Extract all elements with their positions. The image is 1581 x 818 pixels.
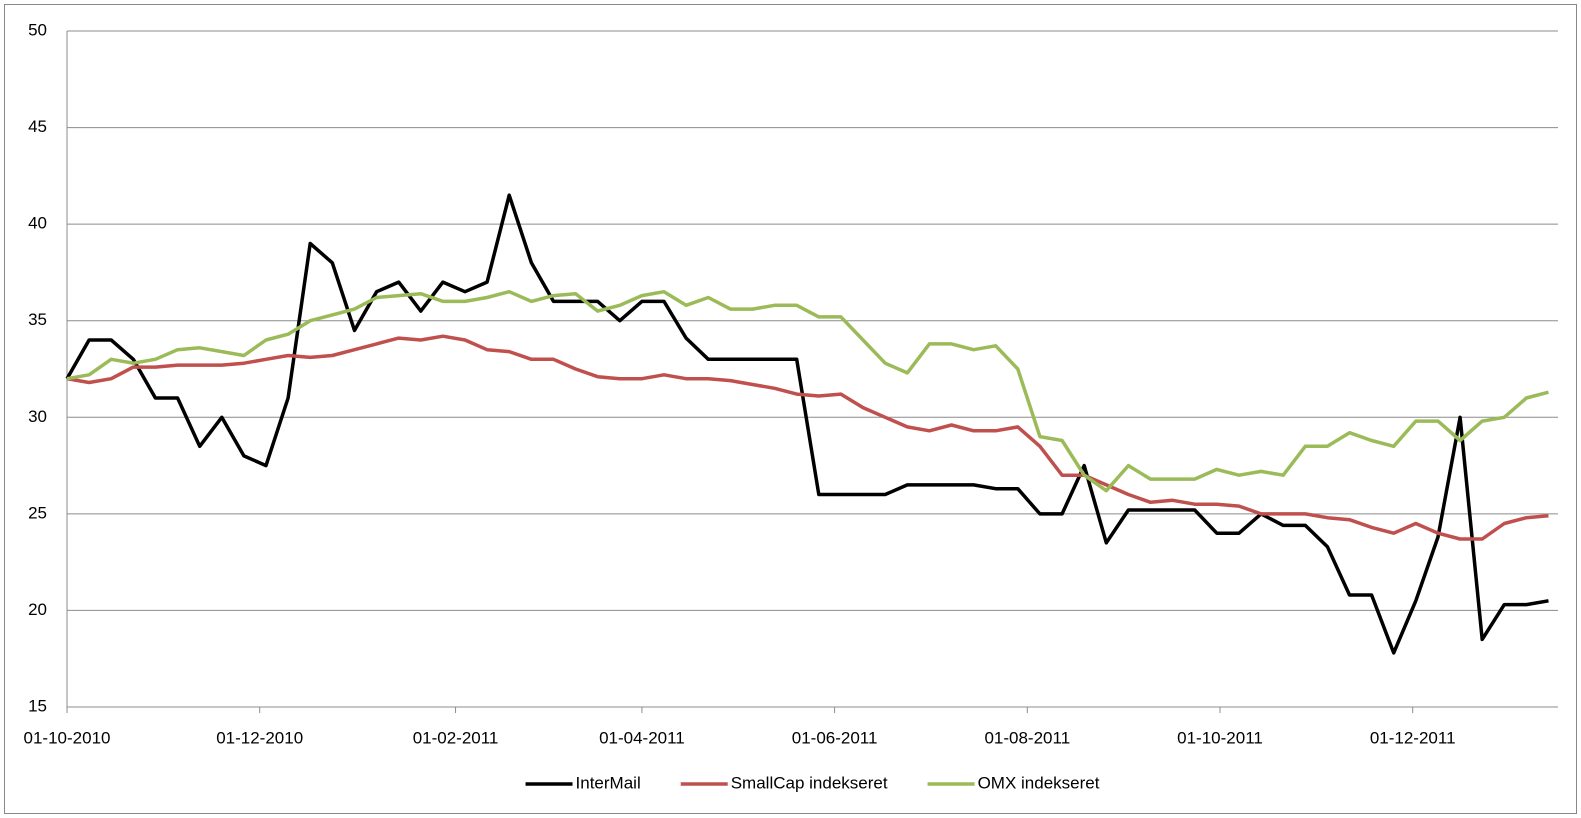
legend-label: SmallCap indekseret (731, 773, 888, 792)
x-tick-label: 01-10-2010 (24, 728, 111, 747)
x-tick-label: 01-06-2011 (792, 728, 878, 747)
x-tick-label: 01-04-2011 (599, 728, 685, 747)
x-tick-label: 01-10-2011 (1177, 728, 1263, 747)
series-line (65, 193, 1549, 655)
legend-label: InterMail (576, 773, 641, 792)
x-tick-label: 01-12-2011 (1370, 728, 1456, 747)
y-tick-label: 30 (28, 407, 47, 426)
chart-frame (4, 4, 1577, 814)
y-tick-label: 45 (28, 117, 47, 136)
y-tick-label: 40 (28, 214, 47, 233)
y-tick-label: 50 (28, 20, 47, 39)
series-line (66, 334, 1549, 541)
y-tick-label: 20 (28, 600, 47, 619)
x-tick-label: 01-12-2010 (216, 728, 303, 747)
series-line (66, 289, 1549, 493)
x-tick-label: 01-08-2011 (984, 728, 1070, 747)
y-tick-label: 35 (28, 310, 47, 329)
legend-label: OMX indekseret (978, 773, 1100, 792)
y-tick-label: 15 (28, 696, 47, 715)
y-tick-label: 25 (28, 503, 47, 522)
x-tick-label: 01-02-2011 (413, 728, 499, 747)
